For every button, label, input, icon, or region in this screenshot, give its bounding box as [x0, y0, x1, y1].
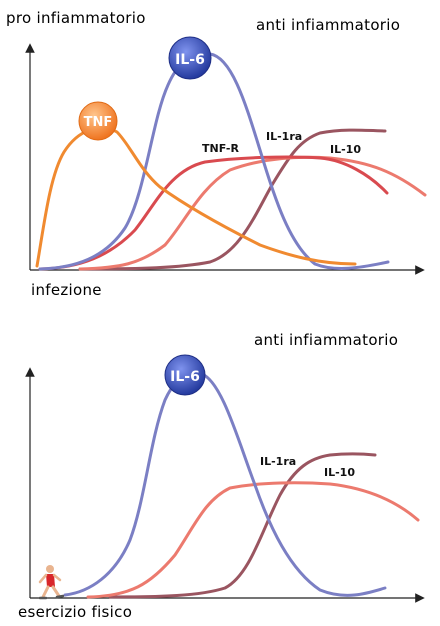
top-panel: TNF IL-6 TNF-R IL-1ra IL-10 — [25, 36, 427, 275]
bottom-panel: IL-6 IL-1ra IL-10 — [25, 354, 425, 603]
bottom-xlabel: esercizio fisico — [18, 603, 133, 621]
bottom-curve-il10 — [86, 481, 420, 599]
top-label-tnf-r: TNF-R — [202, 142, 239, 155]
bottom-label-il1ra: IL-1ra — [260, 455, 296, 468]
top-badge-tnf-text: TNF — [84, 115, 113, 130]
top-curve-il10 — [78, 155, 427, 271]
top-title-pro: pro infiammatorio — [6, 9, 146, 27]
bottom-title-anti: anti infiammatorio — [254, 331, 399, 349]
bottom-badge-il6: IL-6 — [164, 354, 206, 396]
top-badge-il6-text: IL-6 — [175, 52, 205, 68]
top-badge-il6: IL-6 — [168, 36, 212, 80]
bottom-badge-il6-text: IL-6 — [170, 369, 200, 385]
top-xlabel: infezione — [31, 281, 102, 299]
bottom-label-il10: IL-10 — [324, 466, 355, 479]
top-label-il1ra: IL-1ra — [266, 130, 302, 143]
top-curve-tnf-r — [38, 155, 389, 271]
top-title-anti: anti infiammatorio — [256, 16, 401, 34]
runner-icon — [38, 565, 65, 600]
bottom-curve-il1ra — [108, 452, 377, 599]
top-label-il10: IL-10 — [330, 143, 361, 156]
top-badge-tnf: TNF — [78, 101, 118, 141]
top-curve-tnf — [35, 126, 357, 268]
top-curve-il1ra — [78, 128, 387, 271]
